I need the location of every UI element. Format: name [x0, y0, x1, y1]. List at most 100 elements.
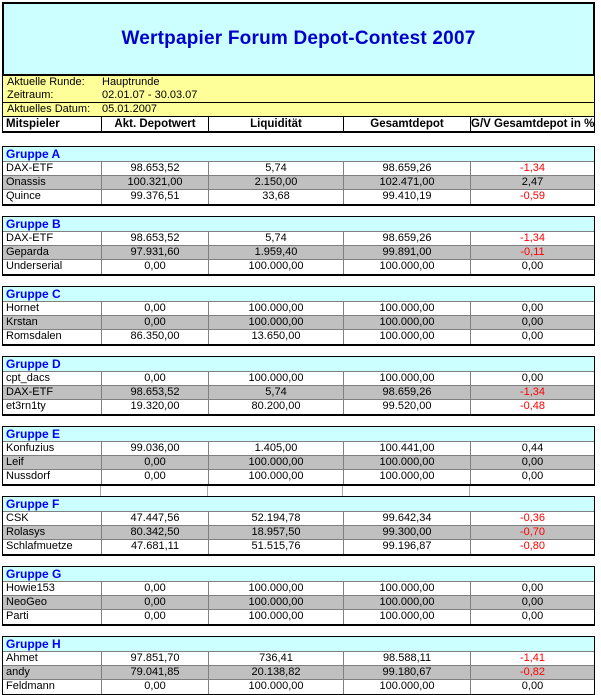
liquid-cell: 52.194,78: [208, 512, 343, 525]
depot-cell: 97.851,70: [101, 652, 208, 665]
table-row: Onassis 100.321,00 2.150,00 102.471,00 2,47: [3, 176, 594, 190]
gv-cell: 0,44: [470, 442, 594, 455]
group-table: Gruppe H Ahmet 97.851,70 736,41 98.588,11 -1,…: [2, 636, 595, 695]
group-table: Gruppe A DAX-ETF 98.653,52 5,74 98.659,26 -1,…: [2, 146, 595, 206]
datum-label: Aktuelles Datum:: [7, 103, 91, 115]
gv-cell: 0,00: [470, 456, 594, 469]
info-row-zeitraum: Zeitraum: 02.01.07 - 30.03.07: [3, 89, 594, 102]
player-name-cell: Parti: [6, 610, 29, 622]
total-cell: 100.000,00: [343, 302, 470, 315]
column-header-mitspieler: Mitspieler: [6, 118, 60, 130]
liquid-cell: 100.000,00: [208, 610, 343, 624]
depot-cell: 79.041,85: [101, 666, 208, 679]
table-row: CSK 47.447,56 52.194,78 99.642,34 -0,36: [3, 512, 594, 526]
group-gap: [2, 486, 595, 496]
table-row: Konfuzius 99.036,00 1.405,00 100.441,00 0,44: [3, 442, 594, 456]
gv-cell: -0,48: [470, 400, 594, 414]
gv-cell: -1,34: [470, 386, 594, 399]
liquid-cell: 13.650,00: [208, 330, 343, 344]
total-cell: 98.588,11: [343, 652, 470, 665]
table-row: DAX-ETF 98.653,52 5,74 98.659,26 -1,34: [3, 232, 594, 246]
liquid-cell: 33,68: [208, 190, 343, 204]
gv-cell: 0,00: [470, 596, 594, 609]
gv-cell: 0,00: [470, 470, 594, 484]
depot-cell: 0,00: [101, 316, 208, 329]
group-gap: [2, 206, 595, 216]
table-row: Rolasys 80.342,50 18.957,50 99.300,00 -0,70: [3, 526, 594, 540]
gv-cell: -0,70: [470, 526, 594, 539]
gv-cell: 0,00: [470, 372, 594, 385]
table-row: Underserial 0,00 100.000,00 100.000,00 0,00: [3, 260, 594, 274]
depot-cell: 0,00: [101, 680, 208, 694]
liquid-cell: 100.000,00: [208, 302, 343, 315]
player-name-cell: Schlafmuetze: [6, 540, 73, 552]
gv-cell: 2,47: [470, 176, 594, 189]
table-row: Romsdalen 86.350,00 13.650,00 100.000,00 0,0…: [3, 330, 594, 344]
date-info-box: Aktuelles Datum: 05.01.2007: [2, 102, 595, 117]
player-name-cell: DAX-ETF: [6, 386, 54, 398]
liquid-cell: 20.138,82: [208, 666, 343, 679]
liquid-cell: 1.405,00: [208, 442, 343, 455]
table-row: Schlafmuetze 47.681,11 51.515,76 99.196,87-…: [3, 540, 594, 554]
group-table: Gruppe C Hornet 0,00 100.000,00 100.000,00 0,…: [2, 286, 595, 346]
depot-cell: 47.681,11: [101, 540, 208, 554]
depot-cell: 0,00: [101, 610, 208, 624]
player-name-cell: DAX-ETF: [6, 232, 54, 244]
player-name-cell: Leif: [6, 456, 24, 468]
player-name-cell: Quince: [6, 190, 41, 202]
depot-cell: 0,00: [101, 372, 208, 385]
total-cell: 99.300,00: [343, 526, 470, 539]
gv-cell: -0,80: [470, 540, 594, 554]
title-banner: Wertpapier Forum Depot-Contest 2007: [2, 2, 595, 76]
depot-cell: 99.376,51: [101, 190, 208, 204]
table-row: DAX-ETF 98.653,52 5,74 98.659,26 -1,34: [3, 386, 594, 400]
table-row: Krstan 0,00 100.000,00 100.000,00 0,00: [3, 316, 594, 330]
column-header-gv-prozent: G/V Gesamtdepot in %: [470, 117, 594, 131]
player-name-cell: Howie153: [6, 582, 55, 594]
liquid-cell: 100.000,00: [208, 316, 343, 329]
group-table: Gruppe F CSK 47.447,56 52.194,78 99.642,34 -0…: [2, 496, 595, 556]
total-cell: 100.000,00: [343, 582, 470, 595]
total-cell: 99.642,34: [343, 512, 470, 525]
table-row: et3rn1ty 19.320,00 80.200,00 99.520,00 -0,48: [3, 400, 594, 414]
total-cell: 99.180,67: [343, 666, 470, 679]
depot-cell: 0,00: [101, 470, 208, 484]
depot-cell: 19.320,00: [101, 400, 208, 414]
gv-cell: -0,82: [470, 666, 594, 679]
liquid-cell: 100.000,00: [208, 470, 343, 484]
player-name-cell: Nussdorf: [6, 470, 51, 482]
round-info-box: Aktuelle Runde: Hauptrunde Zeitraum: 02.…: [2, 75, 595, 103]
liquid-cell: 100.000,00: [208, 582, 343, 595]
depot-cell: 97.931,60: [101, 246, 208, 259]
gap-gridline: [469, 486, 470, 496]
gv-cell: -0,59: [470, 190, 594, 204]
table-row: Parti 0,00 100.000,00 100.000,00 0,00: [3, 610, 594, 624]
player-name-cell: Ahmet: [6, 652, 38, 664]
table-row: Feldmann 0,00 100.000,00 100.000,00 0,00: [3, 680, 594, 694]
table-row: DAX-ETF 98.653,52 5,74 98.659,26 -1,34: [3, 162, 594, 176]
player-name-cell: Krstan: [6, 316, 38, 328]
total-cell: 100.000,00: [343, 260, 470, 274]
table-row: Leif 0,00 100.000,00 100.000,00 0,00: [3, 456, 594, 470]
gv-cell: 0,00: [470, 302, 594, 315]
player-name-cell: cpt_dacs: [6, 372, 51, 384]
liquid-cell: 1.959,40: [208, 246, 343, 259]
depot-cell: 0,00: [101, 456, 208, 469]
table-row: cpt_dacs 0,00 100.000,00 100.000,00 0,00: [3, 372, 594, 386]
column-header-gesamtdepot: Gesamtdepot: [343, 117, 470, 131]
group-header: Gruppe G: [3, 567, 594, 582]
player-name-cell: andy: [6, 666, 30, 678]
depot-cell: 99.036,00: [101, 442, 208, 455]
liquid-cell: 5,74: [208, 162, 343, 175]
groups-container: Gruppe A DAX-ETF 98.653,52 5,74 98.659,26 -1,…: [2, 146, 595, 695]
total-cell: 100.000,00: [343, 470, 470, 484]
group-header: Gruppe D: [3, 357, 594, 372]
total-cell: 100.441,00: [343, 442, 470, 455]
table-row: NeoGeo 0,00 100.000,00 100.000,00 0,00: [3, 596, 594, 610]
player-name-cell: Onassis: [6, 176, 46, 188]
gv-cell: 0,00: [470, 316, 594, 329]
column-header-depotwert: Akt. Depotwert: [101, 117, 208, 131]
table-row: Nussdorf 0,00 100.000,00 100.000,00 0,00: [3, 470, 594, 484]
